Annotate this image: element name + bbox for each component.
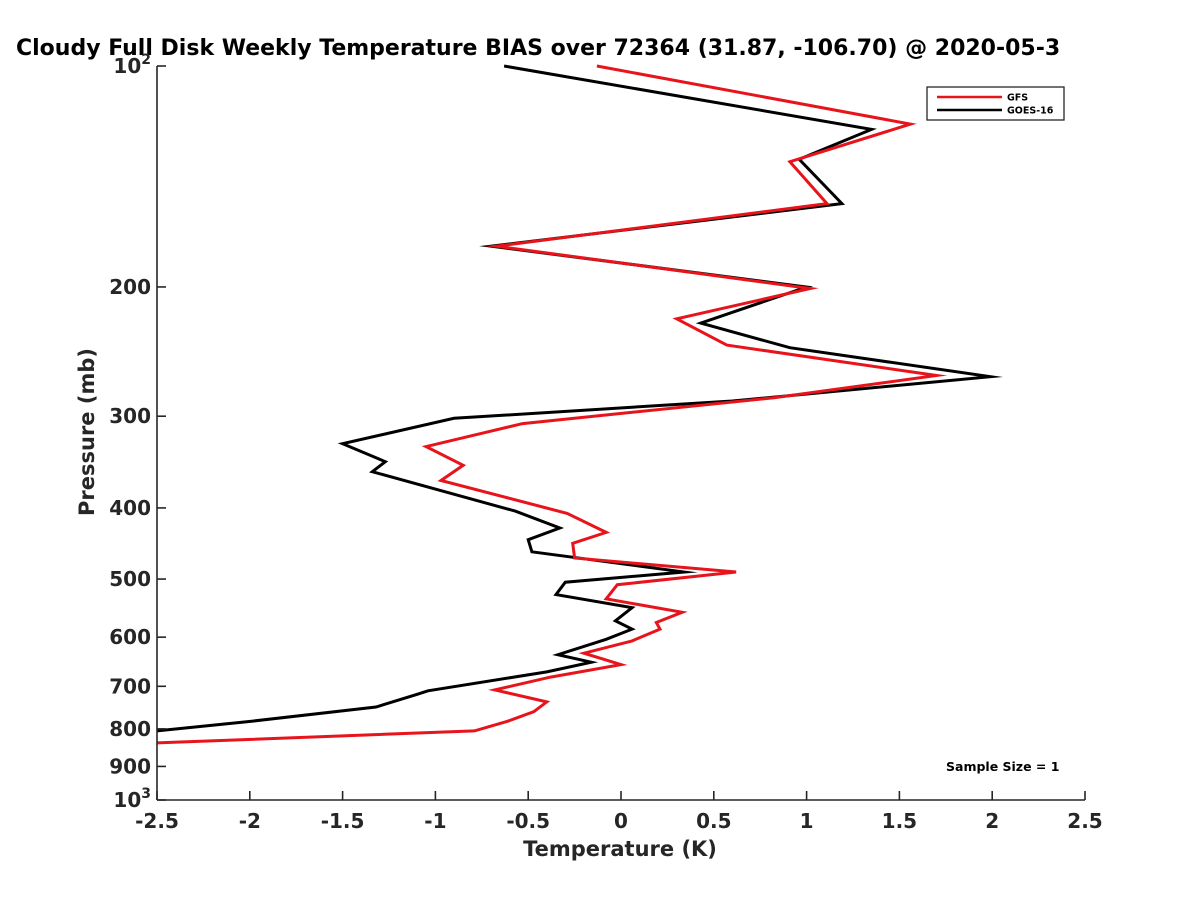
y-tick-label: 800 xyxy=(109,717,151,741)
legend-box xyxy=(926,86,1065,121)
series-line-goes-16 xyxy=(156,64,1003,733)
y-axis-label: Pressure (mb) xyxy=(75,348,99,516)
series-layer xyxy=(156,64,1003,745)
y-tick-label: 300 xyxy=(109,404,151,428)
x-tick-label: 2 xyxy=(985,809,999,833)
x-axis-ticks: -2.5 -2 -1.5 -1 -0.5 0 0.5 1 1.5 2 2.5 xyxy=(135,791,1103,833)
x-tick-label: -1 xyxy=(424,809,446,833)
y-tick-label: 200 xyxy=(109,275,151,299)
y-tick-label: 700 xyxy=(109,674,151,698)
y-axis-ticks: 102 200 300 400 500 600 700 800 900 103 xyxy=(109,52,166,812)
x-tick-label: -0.5 xyxy=(506,809,550,833)
chart-title: Cloudy Full Disk Weekly Temperature BIAS… xyxy=(16,36,1060,61)
x-tick-label: 1 xyxy=(800,809,814,833)
series-line-gfs xyxy=(156,64,948,745)
x-tick-label: 0 xyxy=(614,809,628,833)
x-tick-label: -1.5 xyxy=(321,809,365,833)
legend-label-goes-16: GOES-16 xyxy=(1007,106,1054,117)
y-tick-label: 400 xyxy=(109,496,151,520)
y-tick-label: 103 xyxy=(113,786,151,812)
x-axis-label: Temperature (K) xyxy=(523,837,717,861)
sample-size-annotation: Sample Size = 1 xyxy=(946,759,1059,774)
x-tick-label: 0.5 xyxy=(696,809,731,833)
plot-area: -2.5 -2 -1.5 -1 -0.5 0 0.5 1 1.5 2 2.5 102 200 300 40… xyxy=(109,52,1102,833)
x-tick-label: 1.5 xyxy=(882,809,917,833)
x-tick-label: 2.5 xyxy=(1067,809,1102,833)
y-tick-label: 102 xyxy=(113,52,151,78)
legend-label-gfs: GFS xyxy=(1007,93,1028,104)
x-tick-label: -2.5 xyxy=(135,809,179,833)
legend: GFS GOES-16 xyxy=(926,86,1065,121)
y-tick-label: 600 xyxy=(109,625,151,649)
y-tick-label: 500 xyxy=(109,567,151,591)
y-tick-label: 900 xyxy=(109,754,151,778)
x-tick-label: -2 xyxy=(239,809,261,833)
